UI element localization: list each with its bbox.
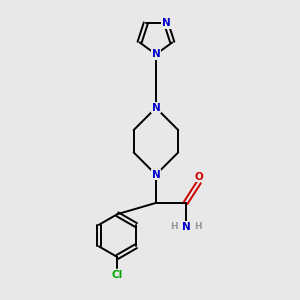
Text: H: H <box>194 222 202 231</box>
Text: N: N <box>152 103 160 113</box>
Text: O: O <box>195 172 203 182</box>
Text: H: H <box>171 222 178 231</box>
Text: N: N <box>152 170 160 180</box>
Text: N: N <box>162 18 170 28</box>
Text: N: N <box>152 49 160 59</box>
Text: N: N <box>182 222 190 232</box>
Text: Cl: Cl <box>112 270 123 280</box>
